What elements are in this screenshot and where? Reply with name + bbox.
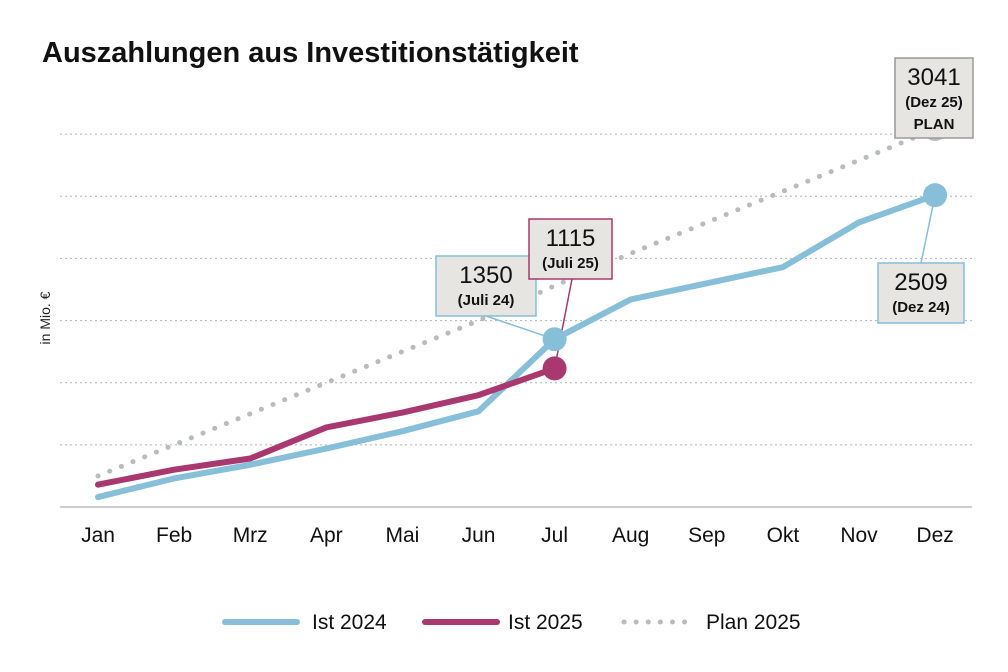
legend-item: Ist 2024 — [222, 611, 387, 634]
annotation-value: 2509 — [894, 269, 947, 296]
legend-label: Plan 2025 — [706, 611, 801, 634]
marker-point — [542, 356, 567, 381]
annotation-connector — [485, 315, 555, 340]
annotation-box: 1115 (Juli 25) — [528, 218, 613, 280]
chart-title: Auszahlungen aus Investitionstätigkeit — [42, 37, 579, 69]
x-tick-label: Jan — [81, 524, 115, 547]
annotation-box: 3041 (Dez 25) PLAN — [894, 57, 974, 139]
legend: Ist 2024 Ist 2025 Plan 2025 — [222, 611, 801, 634]
annotation-box-frame — [894, 57, 974, 139]
annotation-value: 3041 — [907, 64, 960, 91]
x-tick-label: Dez — [916, 524, 953, 547]
x-tick-label: Sep — [688, 524, 725, 547]
series-line-0 — [95, 192, 939, 501]
annotation-box-frame — [528, 218, 613, 280]
annotation-value: 1115 — [546, 225, 596, 252]
legend-item: Plan 2025 — [621, 611, 801, 634]
annotation-box-frame — [435, 255, 537, 317]
annotation-connector — [553, 278, 573, 369]
legend-label: Ist 2024 — [312, 611, 387, 634]
x-tick-label: Nov — [840, 524, 878, 547]
annotation-box-frame — [877, 262, 965, 324]
legend-item: Ist 2025 — [422, 611, 583, 634]
annotation-date: (Dez 24) — [892, 299, 950, 316]
x-tick-labels: Jan Feb Mrz Apr Mai Jun Jul Aug Sep Okt Nov Dez — [81, 524, 954, 547]
x-tick-label: Apr — [310, 524, 343, 547]
x-tick-label: Aug — [612, 524, 649, 547]
annotation-plan-label: PLAN — [914, 116, 955, 133]
x-tick-label: Feb — [156, 524, 192, 547]
annotation-value: 1350 — [459, 262, 512, 289]
grid — [60, 133, 972, 446]
annotation-box: 2509 (Dez 24) — [877, 262, 965, 324]
annotation-date: (Juli 25) — [542, 255, 599, 272]
annotation-date: (Dez 25) — [905, 94, 963, 111]
y-axis-label: in Mio. € — [37, 291, 53, 344]
x-tick-label: Okt — [767, 524, 800, 547]
legend-label: Ist 2025 — [508, 611, 583, 634]
x-tick-label: Jun — [462, 524, 496, 547]
marker-point — [542, 327, 567, 352]
x-tick-label: Jul — [541, 524, 568, 547]
annotation-date: (Juli 24) — [458, 292, 515, 309]
x-tick-label: Mrz — [233, 524, 268, 547]
annotations: 1350 (Juli 24) 1115 (Juli 25) 3041 (Dez 25) PL… — [435, 57, 974, 324]
annotation-box: 1350 (Juli 24) — [435, 255, 537, 317]
series-line-1 — [95, 365, 558, 488]
marker-point — [923, 183, 948, 208]
x-tick-label: Mai — [385, 524, 419, 547]
